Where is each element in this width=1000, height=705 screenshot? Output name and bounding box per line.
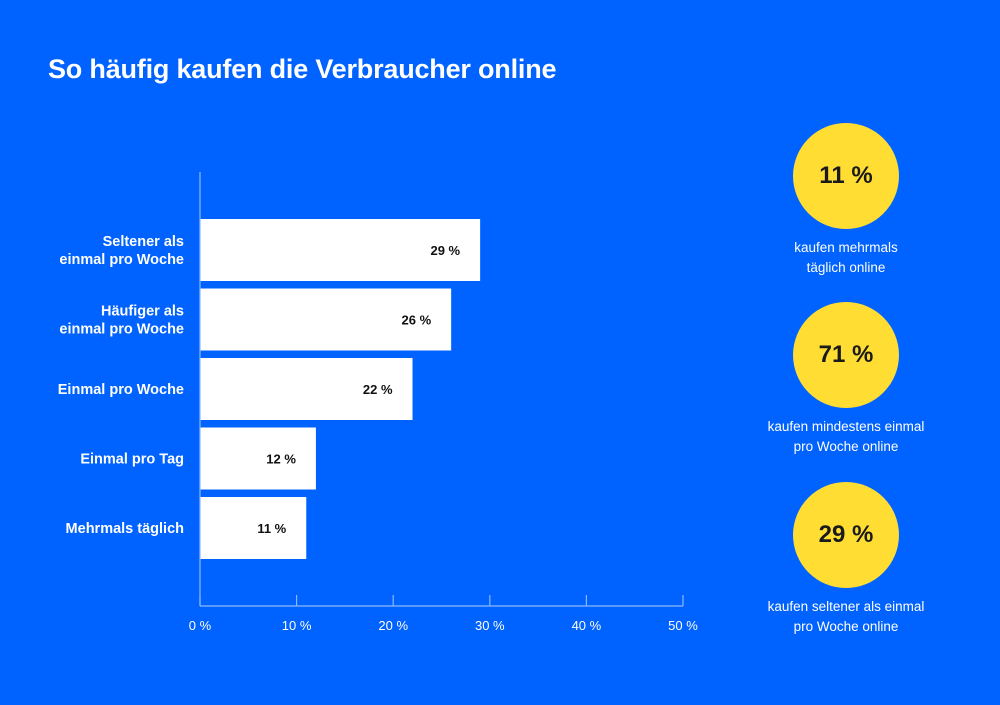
bar-value-label: 11 % <box>257 521 286 536</box>
x-axis: 0 % 10 % 20 % 30 % 40 % 50 % <box>189 172 698 633</box>
highlight-caption: kaufen seltener als einmal pro Woche onl… <box>767 599 925 634</box>
bar <box>200 219 481 281</box>
highlight-stat-1: 11 % kaufen mehrmals täglich online <box>726 123 966 278</box>
x-tick-label: 0 % <box>189 618 212 633</box>
highlight-value: 29 % <box>818 521 874 548</box>
bar-value-label: 22 % <box>363 382 393 397</box>
bars-layer: 29 % Seltener als einmal pro Woche 26 % Häuf… <box>58 219 481 559</box>
category-label: Einmal pro Tag <box>80 452 184 468</box>
highlight-caption: kaufen mehrmals täglich online <box>794 240 898 275</box>
highlight-caption: kaufen mindestens einmal pro Woche onlin… <box>767 419 925 454</box>
highlight-circle: 29 % <box>793 482 899 588</box>
bar <box>200 497 307 559</box>
bar <box>200 427 316 490</box>
category-label: Mehrmals täglich <box>66 521 184 537</box>
bar-value-label: 29 % <box>430 243 460 258</box>
chart-title: So häufig kaufen die Verbraucher online <box>48 54 557 84</box>
bar <box>200 288 452 351</box>
highlight-circle: 71 % <box>793 302 899 408</box>
category-label: Seltener als einmal pro Woche <box>59 234 184 268</box>
category-label: Häufiger als einmal pro Woche <box>59 304 184 338</box>
bar <box>200 358 413 420</box>
x-tick-label: 30 % <box>475 618 505 633</box>
highlight-value: 11 % <box>819 162 873 189</box>
bar-value-label: 12 % <box>266 452 296 467</box>
x-tick-label: 10 % <box>282 618 312 633</box>
highlight-stat-3: 29 % kaufen seltener als einmal pro Woch… <box>726 482 966 637</box>
x-tick-label: 20 % <box>378 618 408 633</box>
highlight-circle: 11 % <box>793 123 899 229</box>
category-label: Einmal pro Woche <box>58 382 184 398</box>
x-tick-label: 50 % <box>668 618 698 633</box>
x-tick-label: 40 % <box>572 618 602 633</box>
highlight-value: 71 % <box>818 341 874 368</box>
bar-value-label: 26 % <box>402 313 432 328</box>
highlight-stat-2: 71 % kaufen mindestens einmal pro Woche … <box>726 302 966 457</box>
